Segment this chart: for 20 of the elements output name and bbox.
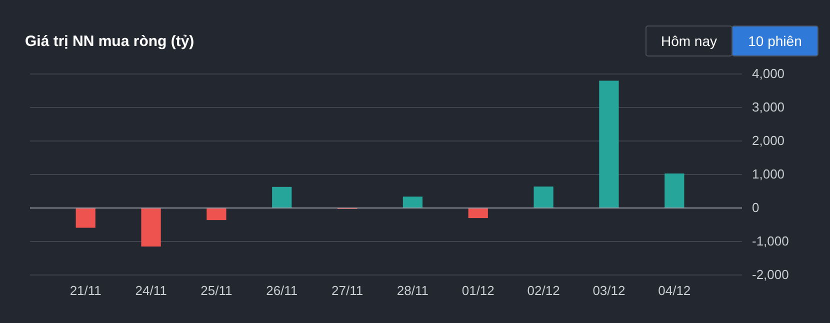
y-tick-label: 0	[752, 200, 760, 216]
x-tick-label: 27/11	[332, 283, 364, 298]
y-tick-label: -1,000	[752, 234, 789, 249]
y-tick-label: -2,000	[752, 267, 789, 282]
x-tick-label: 04/12	[658, 283, 691, 298]
x-tick-label: 28/11	[396, 283, 428, 298]
y-tick-label: 3,000	[752, 100, 785, 115]
x-tick-label: 01/12	[462, 283, 494, 298]
x-tick-label: 02/12	[527, 283, 560, 298]
button: Hôm nay	[646, 26, 732, 56]
y-tick-label: 4,000	[752, 66, 785, 82]
button-selected: 10 phiên	[732, 26, 818, 56]
chart-title: Giá trị NN mua ròng (tỷ)	[25, 33, 194, 50]
x-tick-label: 24/11	[135, 283, 167, 298]
x-tick-label: 26/11	[266, 283, 298, 298]
y-tick-label: 2,000	[752, 133, 785, 148]
x-tick-label: 03/12	[592, 283, 626, 298]
y-tick-label: 1,000	[752, 166, 785, 182]
x-tick-label: 21/11	[70, 283, 102, 298]
x-tick-label: 25/11	[200, 283, 232, 298]
